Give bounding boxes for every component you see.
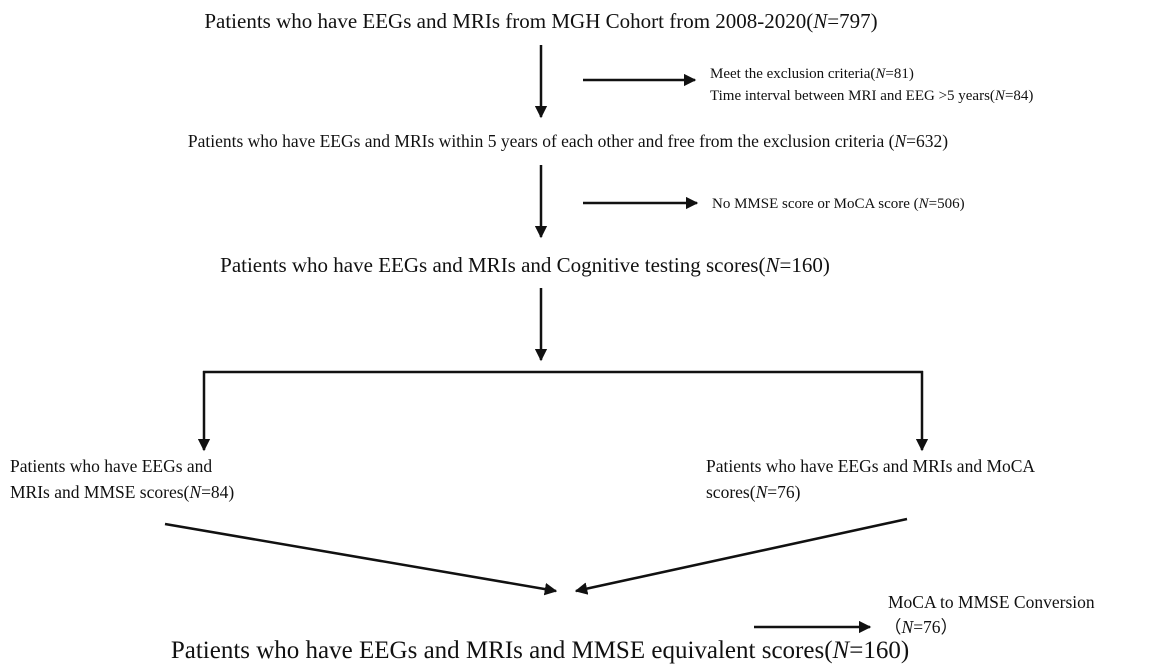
arrow: [574, 517, 908, 595]
arrow: [164, 522, 558, 596]
node-text: Patients who have EEGs and MRIs and MoCA: [706, 456, 1035, 476]
node-text: MoCA to MMSE Conversion: [888, 592, 1095, 612]
node-text: No MMSE score or MoCA score (N=506): [712, 196, 965, 212]
node-text: Patients who have EEGs and MRIs from MGH…: [204, 9, 877, 33]
node-text: Patients who have EEGs and MRIs and Cogn…: [220, 253, 830, 277]
node-text: Meet the exclusion criteria(N=81): [710, 66, 914, 82]
node-text: MRIs and MMSE scores(N=84): [10, 482, 234, 502]
node-text: Patients who have EEGs and: [10, 456, 212, 476]
node-text: Patients who have EEGs and MRIs within 5…: [188, 131, 948, 151]
node-text: scores(N=76): [706, 482, 801, 502]
node-text: Patients who have EEGs and MRIs and MMSE…: [171, 637, 909, 664]
node-text: （N=76）: [884, 617, 958, 637]
node-text: Time interval between MRI and EEG >5 yea…: [710, 88, 1033, 104]
